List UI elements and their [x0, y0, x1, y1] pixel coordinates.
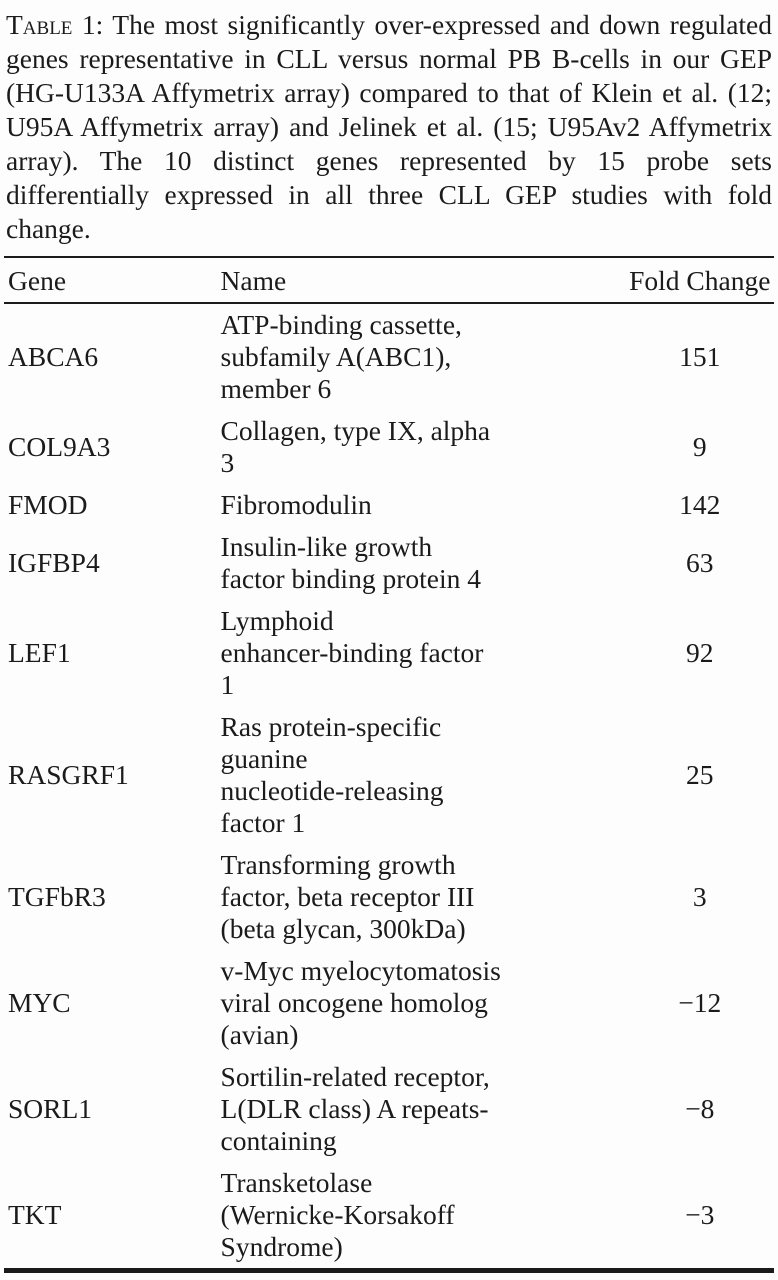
- gene-name: ATP-binding cassette, subfamily A(ABC1),…: [220, 309, 462, 404]
- table-caption-text: The most significantly over-expressed an…: [6, 9, 772, 244]
- gene-symbol: TGFbR3: [8, 881, 106, 912]
- fold-change-value: 25: [686, 759, 714, 790]
- table-row: IGFBP4 Insulin-like growth factor bindin…: [4, 526, 774, 600]
- table-row: SORL1 Sortilin-related receptor, L(DLR c…: [4, 1056, 774, 1162]
- genes-table: Gene Name Fold Change ABCA6 ATP-binding …: [4, 256, 774, 1273]
- table-caption-label: Table 1:: [6, 9, 104, 40]
- fold-change-value: 92: [686, 637, 714, 668]
- gene-symbol: LEF1: [8, 637, 71, 668]
- gene-name: Transforming growth factor, beta recepto…: [220, 849, 475, 944]
- table-row: TGFbR3 Transforming growth factor, beta …: [4, 844, 774, 950]
- gene-name: Lymphoid enhancer-binding factor 1: [220, 605, 484, 700]
- column-header-fold-change: Fold Change: [625, 257, 774, 304]
- gene-symbol: COL9A3: [8, 431, 111, 462]
- fold-change-value: 151: [679, 341, 721, 372]
- table-row: TKT Transketolase (Wernicke-Korsakoff Sy…: [4, 1162, 774, 1271]
- fold-change-value: 63: [686, 547, 714, 578]
- fold-change-value: 9: [692, 431, 707, 462]
- column-header-name: Name: [220, 257, 626, 304]
- gene-symbol: RASGRF1: [8, 759, 129, 790]
- table-row: LEF1 Lymphoid enhancer-binding factor 1 …: [4, 600, 774, 706]
- fold-change-value: −3: [685, 1199, 715, 1230]
- fold-change-value: 142: [679, 489, 721, 520]
- gene-symbol: MYC: [8, 987, 71, 1018]
- table-row: FMOD Fibromodulin 142: [4, 484, 774, 526]
- fold-change-value: 3: [692, 881, 707, 912]
- gene-name: Ras protein-specific guanine nucleotide-…: [220, 711, 444, 838]
- table-caption: Table 1: The most significantly over-exp…: [6, 8, 772, 246]
- table-row: RASGRF1 Ras protein-specific guanine nuc…: [4, 706, 774, 844]
- gene-name: Insulin-like growth factor binding prote…: [220, 531, 481, 594]
- gene-symbol: SORL1: [8, 1093, 93, 1124]
- gene-symbol: ABCA6: [8, 341, 99, 372]
- gene-symbol: TKT: [8, 1199, 62, 1230]
- gene-name: Transketolase (Wernicke-Korsakoff Syndro…: [220, 1167, 455, 1262]
- gene-name: v-Myc myelocytomatosis viral oncogene ho…: [220, 955, 501, 1050]
- gene-name: Sortilin-related receptor, L(DLR class) …: [220, 1061, 490, 1156]
- fold-change-value: −8: [685, 1093, 715, 1124]
- table-row: COL9A3 Collagen, type IX, alpha 3 9: [4, 410, 774, 484]
- table-row: ABCA6 ATP-binding cassette, subfamily A(…: [4, 303, 774, 410]
- table-header-row: Gene Name Fold Change: [4, 257, 774, 304]
- gene-symbol: IGFBP4: [8, 547, 100, 578]
- gene-symbol: FMOD: [8, 489, 88, 520]
- column-header-gene: Gene: [4, 257, 221, 304]
- table-row: MYC v-Myc myelocytomatosis viral oncogen…: [4, 950, 774, 1056]
- fold-change-value: −12: [678, 987, 722, 1018]
- gene-name: Collagen, type IX, alpha 3: [220, 415, 491, 478]
- gene-name: Fibromodulin: [220, 489, 372, 520]
